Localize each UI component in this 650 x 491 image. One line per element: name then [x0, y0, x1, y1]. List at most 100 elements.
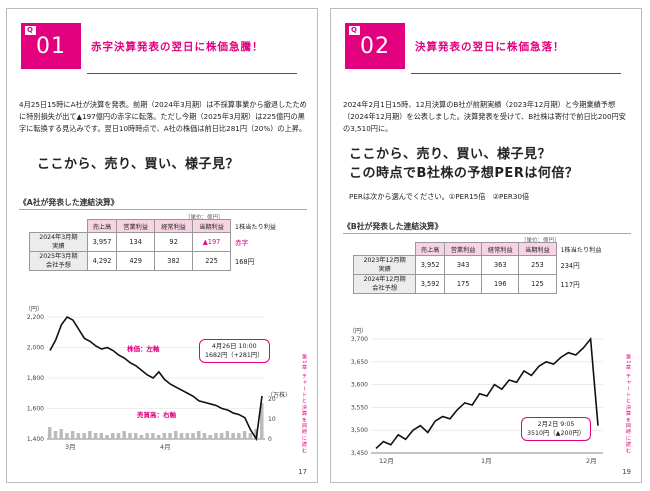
price-callout: 4月26日 10:00 1682円（+281円）: [199, 339, 270, 363]
column-header: 売上高: [86, 219, 118, 233]
y-tick-label: 1,400: [27, 436, 44, 443]
volume-bar: [156, 435, 161, 439]
volume-bar: [122, 431, 126, 439]
choices-text: PERは次から選んでください。①PER15倍 ②PER30倍: [349, 192, 530, 201]
volume-bar: [242, 431, 247, 439]
row-header: 2024年3月期 実績: [29, 232, 88, 252]
y-tick-label: 3,500: [351, 427, 368, 434]
table-cell: 382: [154, 251, 194, 271]
unit-label: ［単位：億円］: [521, 238, 560, 244]
volume-bar: [191, 433, 195, 439]
x-tick-label: 1月: [481, 457, 492, 465]
table-row: 2023年12月期 実績 3,952 343 363 253 234円: [352, 255, 623, 275]
section-title: 《A社が発表した連結決算》: [19, 197, 307, 210]
series-label: 株価：左軸: [127, 344, 160, 353]
y-tick-label: 1,600: [27, 406, 44, 413]
y-tick-label: 3,450: [351, 450, 368, 457]
table-cell: 117円: [560, 281, 580, 289]
volume-bar: [202, 433, 207, 439]
table-cell: 429: [116, 251, 156, 271]
volume-bar: [162, 433, 167, 439]
volume-bar: [145, 433, 149, 439]
question-number: 02: [360, 33, 390, 59]
column-header: 経常利益: [481, 242, 520, 256]
question-text: ここから、売り、買い、様子見？ この時点でB社株の予想PERは何倍？: [349, 147, 579, 181]
volume-bar: [76, 433, 81, 439]
financials-table: 売上高 営業利益 経常利益 当期利益 1株当たり利益 2023年12月期 実績 3,952 3…: [352, 242, 623, 294]
table-cell: 3,957: [86, 232, 118, 252]
question-number-box: Q 01: [21, 23, 81, 69]
stock-chart-b: （円）3,700 3,650 3,600 3,550 3,500 3,450 12月 1月 2月: [349, 328, 603, 465]
volume-bar: [196, 431, 201, 439]
financials-table: 売上高 営業利益 経常利益 当期利益 1株当たり利益 2024年3月期 実績 3,957 13…: [29, 219, 299, 271]
section-title: 《B社が発表した連結決算》: [343, 221, 631, 234]
y2-tick-label: 10: [268, 416, 276, 423]
question-header: Q 01 赤字決算発表の翌日に株価急騰！: [21, 23, 264, 69]
y-tick-label: 1,800: [27, 375, 44, 382]
table-cell: 赤字: [235, 239, 249, 247]
volume-bar: [214, 433, 218, 439]
column-header: 当期利益: [518, 242, 557, 256]
table-cell: 3,592: [415, 274, 446, 294]
row-header: 2023年12月期 実績: [352, 255, 417, 275]
page-left: Q 01 赤字決算発表の翌日に株価急騰！ 4月25日15時にA社が決算を発表。前…: [6, 8, 318, 483]
column-header: 売上高: [415, 242, 446, 256]
x-tick-label: 2月: [586, 457, 597, 465]
volume-bar: [248, 433, 253, 439]
volume-bar: [53, 431, 58, 439]
volume-bar: [105, 435, 109, 439]
question-header: Q 02 決算発表の翌日に株価急落！: [345, 23, 565, 69]
table-cell: 225: [192, 251, 232, 271]
chapter-side-text: 第1章 チャートと決算を同時に読む: [625, 354, 631, 454]
table-cell: ▲197: [192, 232, 232, 252]
volume-bar: [48, 427, 52, 439]
page-right: Q 02 決算発表の翌日に株価急落！ 2024年2月1日15時、12月決算のB社…: [330, 8, 642, 483]
table-cell: 175: [444, 274, 483, 294]
table-cell: 134: [116, 232, 156, 252]
volume-bar: [168, 433, 172, 439]
y-tick-label: 3,650: [351, 359, 368, 366]
table-corner: [354, 243, 416, 256]
price-callout: 2月2日 9:05 3510円（▲200円）: [521, 417, 592, 441]
x-tick-label: 3月: [65, 443, 76, 451]
y2-tick-label: 0: [268, 436, 272, 443]
y2-unit-label: （万株）: [267, 391, 291, 399]
unit-label: ［単位：億円］: [185, 215, 224, 221]
volume-bar: [70, 431, 75, 439]
body-text: 2024年2月1日15時、12月決算のB社が前期実績（2023年12月期）と今期…: [343, 100, 626, 133]
volume-bar: [231, 433, 235, 439]
column-header: 1株当たり利益: [235, 223, 277, 231]
volume-bar: [82, 433, 86, 439]
column-header: 経常利益: [154, 219, 194, 233]
x-tick-label: 12月: [379, 457, 394, 465]
title-underline: [87, 73, 297, 74]
page-number: 19: [622, 468, 631, 476]
table-cell: 168円: [235, 258, 255, 266]
column-header: 当期利益: [192, 219, 232, 233]
volume-bar: [111, 433, 115, 439]
volume-bar: [65, 433, 69, 439]
volume-bar: [254, 429, 258, 439]
table-cell: 234円: [560, 262, 580, 270]
column-header: 営業利益: [444, 242, 483, 256]
table-corner: [30, 220, 88, 233]
table-cell: 253: [518, 255, 557, 275]
volume-bar: [151, 433, 155, 439]
y-tick-label: 3,550: [351, 404, 368, 411]
volume-bar: [99, 433, 104, 439]
volume-bar: [179, 433, 184, 439]
y-tick-label: 3,600: [351, 382, 368, 389]
table-cell: 92: [154, 232, 194, 252]
question-text: ここから、売り、買い、様子見？: [37, 157, 239, 172]
column-header: 営業利益: [116, 219, 156, 233]
volume-bar: [93, 433, 98, 439]
y2-tick-label: 20: [268, 396, 276, 403]
table-cell: 196: [481, 274, 520, 294]
y-tick-label: 3,700: [351, 336, 368, 343]
volume-bar: [208, 435, 212, 439]
section-title-text: 《B社が発表した連結決算》: [343, 222, 443, 231]
y-tick-label: 2,200: [27, 314, 44, 321]
y-tick-label: 2,000: [27, 345, 44, 352]
table-row: 2024年12月期 会社予想 3,592 175 196 125 117円: [352, 274, 623, 294]
price-line: [375, 336, 599, 450]
